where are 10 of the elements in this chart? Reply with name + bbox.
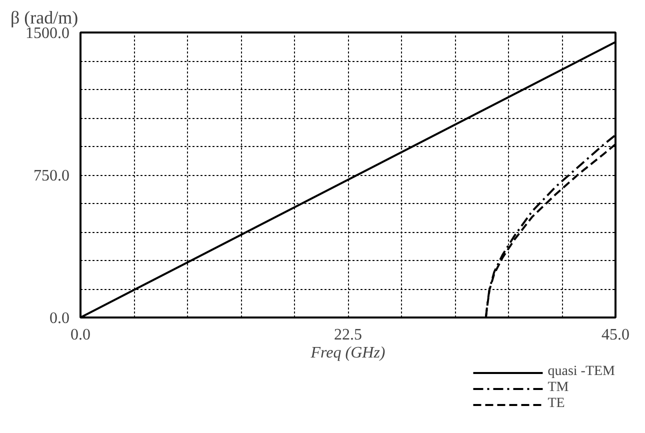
legend-label: TM <box>548 380 569 396</box>
x-tick-label: 45.0 <box>602 326 630 344</box>
legend-label: TE <box>548 396 566 412</box>
y-tick-label: 750.0 <box>34 168 70 184</box>
y-axis-title: β (rad/m) <box>10 8 78 28</box>
x-axis-title: Freq (GHz) <box>310 344 386 362</box>
y-tick-label: 0.0 <box>50 310 70 327</box>
legend-label: quasi -TEM <box>548 364 615 380</box>
x-tick-label: 22.5 <box>334 326 362 344</box>
x-tick-label: 0.0 <box>70 326 90 344</box>
